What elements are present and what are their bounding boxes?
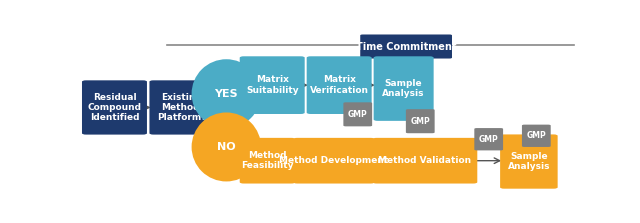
- Text: Existing
Method/
Platform?: Existing Method/ Platform?: [157, 93, 207, 122]
- Ellipse shape: [191, 59, 261, 128]
- Text: GMP: GMP: [527, 131, 546, 140]
- Text: NO: NO: [217, 142, 236, 152]
- Text: Matrix
Verification: Matrix Verification: [310, 75, 369, 95]
- FancyBboxPatch shape: [360, 35, 452, 58]
- FancyBboxPatch shape: [522, 125, 550, 147]
- Text: GMP: GMP: [348, 110, 367, 119]
- FancyBboxPatch shape: [150, 80, 214, 135]
- FancyBboxPatch shape: [372, 138, 477, 184]
- FancyBboxPatch shape: [374, 56, 434, 121]
- Text: Matrix
Suitability: Matrix Suitability: [246, 75, 298, 95]
- FancyBboxPatch shape: [474, 128, 503, 150]
- Text: Method Validation: Method Validation: [378, 156, 472, 165]
- FancyBboxPatch shape: [406, 109, 435, 133]
- Text: Time Commitment: Time Commitment: [356, 41, 456, 52]
- Text: Method
Feasibility: Method Feasibility: [241, 151, 294, 170]
- FancyBboxPatch shape: [240, 56, 305, 114]
- FancyBboxPatch shape: [82, 80, 147, 135]
- Text: GMP: GMP: [410, 117, 430, 126]
- Ellipse shape: [191, 112, 261, 182]
- FancyBboxPatch shape: [240, 138, 295, 184]
- Text: YES: YES: [214, 89, 238, 99]
- FancyBboxPatch shape: [293, 138, 374, 184]
- FancyBboxPatch shape: [344, 102, 372, 126]
- Text: Method Development: Method Development: [279, 156, 388, 165]
- Text: Sample
Analysis: Sample Analysis: [508, 152, 550, 171]
- Text: Residual
Compound
Identified: Residual Compound Identified: [88, 93, 141, 122]
- Text: Sample
Analysis: Sample Analysis: [382, 79, 425, 98]
- FancyBboxPatch shape: [500, 134, 557, 189]
- FancyBboxPatch shape: [307, 56, 372, 114]
- Text: GMP: GMP: [479, 135, 499, 144]
